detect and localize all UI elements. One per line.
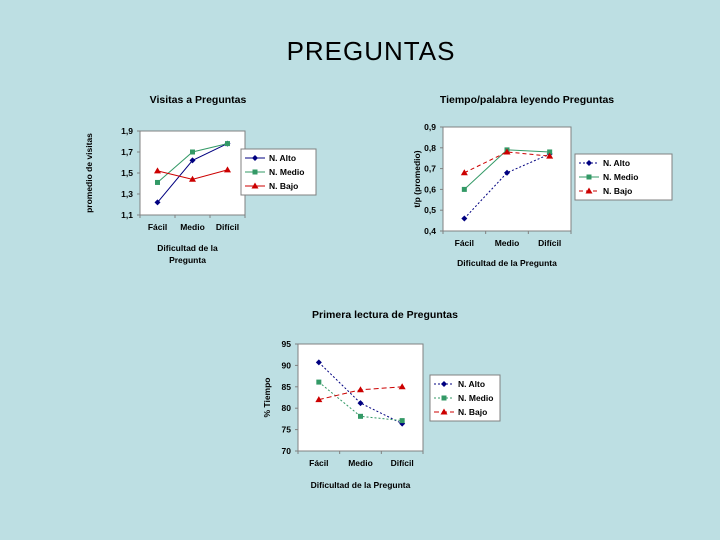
data-point [316,379,322,385]
x-tick-label: Difícil [391,458,414,468]
plot-area [297,343,424,452]
data-point [154,199,161,206]
data-point [399,418,405,424]
legend-label: N. Alto [603,158,630,168]
x-tick-label: Difícil [538,238,561,248]
legend-marker [585,187,593,194]
data-point [358,413,363,419]
data-point [190,149,195,155]
y-tick-label: 75 [282,425,292,435]
legend-label: N. Bajo [458,407,487,417]
y-tick-label: 0,9 [424,122,436,132]
data-point [461,215,468,222]
x-tick-label: Medio [495,238,520,248]
data-point [155,179,160,185]
legend-label: N. Bajo [603,186,632,196]
data-point [315,396,323,403]
data-point [189,157,196,164]
data-point [546,152,554,159]
y-tick-label: 90 [282,360,292,370]
chart-visitas-a-preguntas: Visitas a Preguntas 1,1 1,3 1,5 1,7 1,9 Fácil M… [84,94,317,265]
y-tick-label: 0,5 [424,205,436,215]
chart-primera-lectura: Primera lectura de Preguntas 70 75 80 85 90 95… [262,309,501,490]
y-tick-label: 85 [282,382,292,392]
x-tick-label: Difícil [216,222,239,232]
y-tick-label: 0,4 [424,226,436,236]
data-point [154,167,161,174]
series-n-medio [155,141,230,185]
y-tick-label: 1,5 [121,168,133,178]
data-point [504,169,510,176]
legend-label: N. Alto [458,379,485,389]
legend-marker [251,182,259,189]
data-point [547,149,553,155]
chart-title: Primera lectura de Preguntas [312,309,458,321]
data-point [460,169,468,176]
series-n-bajo [460,148,554,176]
y-axis-label: % Tiempo [262,378,272,418]
x-axis-label: Dificultad de la Pregunta [457,258,557,268]
y-axis-label: t/p (promedio) [412,150,422,207]
y-tick-label: 1,7 [121,147,133,157]
series-line [463,153,550,219]
x-axis-label: Dificultad de la Pregunta [157,243,218,265]
x-tick-label: Fácil [309,458,328,468]
series-line [464,151,550,174]
data-point [461,186,467,192]
x-tick-label: Fácil [148,222,167,232]
data-point [315,359,322,366]
legend-marker [441,381,447,387]
legend-marker [441,395,447,401]
plot-area [442,126,572,232]
legend-label: N. Medio [269,167,304,177]
data-point [225,141,230,147]
y-tick-label: 1,3 [121,189,133,199]
legend-label: N. Medio [458,393,493,403]
data-point [357,386,364,393]
x-tick-label: Medio [180,222,205,232]
y-axis-label: promedio de visitas [84,133,94,213]
y-tick-label: 0,8 [424,143,436,153]
legend-marker [586,174,592,180]
legend-label: N. Alto [269,153,296,163]
y-tick-label: 0,7 [424,164,436,174]
data-point [503,148,511,155]
chart-title: Visitas a Preguntas [150,94,247,106]
slide-title: PREGUNTAS [286,36,456,66]
y-tick-label: 1,1 [121,210,133,220]
chart-title: Tiempo/palabra leyendo Preguntas [440,94,614,106]
y-tick-label: 1,9 [121,126,133,136]
y-tick-label: 80 [282,403,292,413]
series-line [318,362,403,425]
y-tick-label: 95 [282,339,292,349]
x-tick-label: Fácil [455,238,474,248]
chart-tiempo-palabra: Tiempo/palabra leyendo Preguntas 0,4 0,5 0,… [412,94,673,268]
y-tick-label: 0,6 [424,184,436,194]
legend-marker [586,160,592,166]
x-axis-label: Dificultad de la Pregunta [311,480,411,490]
y-tick-label: 70 [282,446,292,456]
legend-marker [440,408,448,415]
data-point [357,400,364,407]
data-point [398,383,406,390]
data-point [189,175,196,182]
x-tick-label: Medio [348,458,373,468]
data-point [224,166,231,173]
series-n-medio [316,379,405,424]
legend-marker [252,169,258,175]
legend-label: N. Medio [603,172,638,182]
series-n-bajo [154,166,231,182]
legend-marker [252,155,258,161]
series-n-bajo [315,383,406,403]
legend-label: N. Bajo [269,181,298,191]
